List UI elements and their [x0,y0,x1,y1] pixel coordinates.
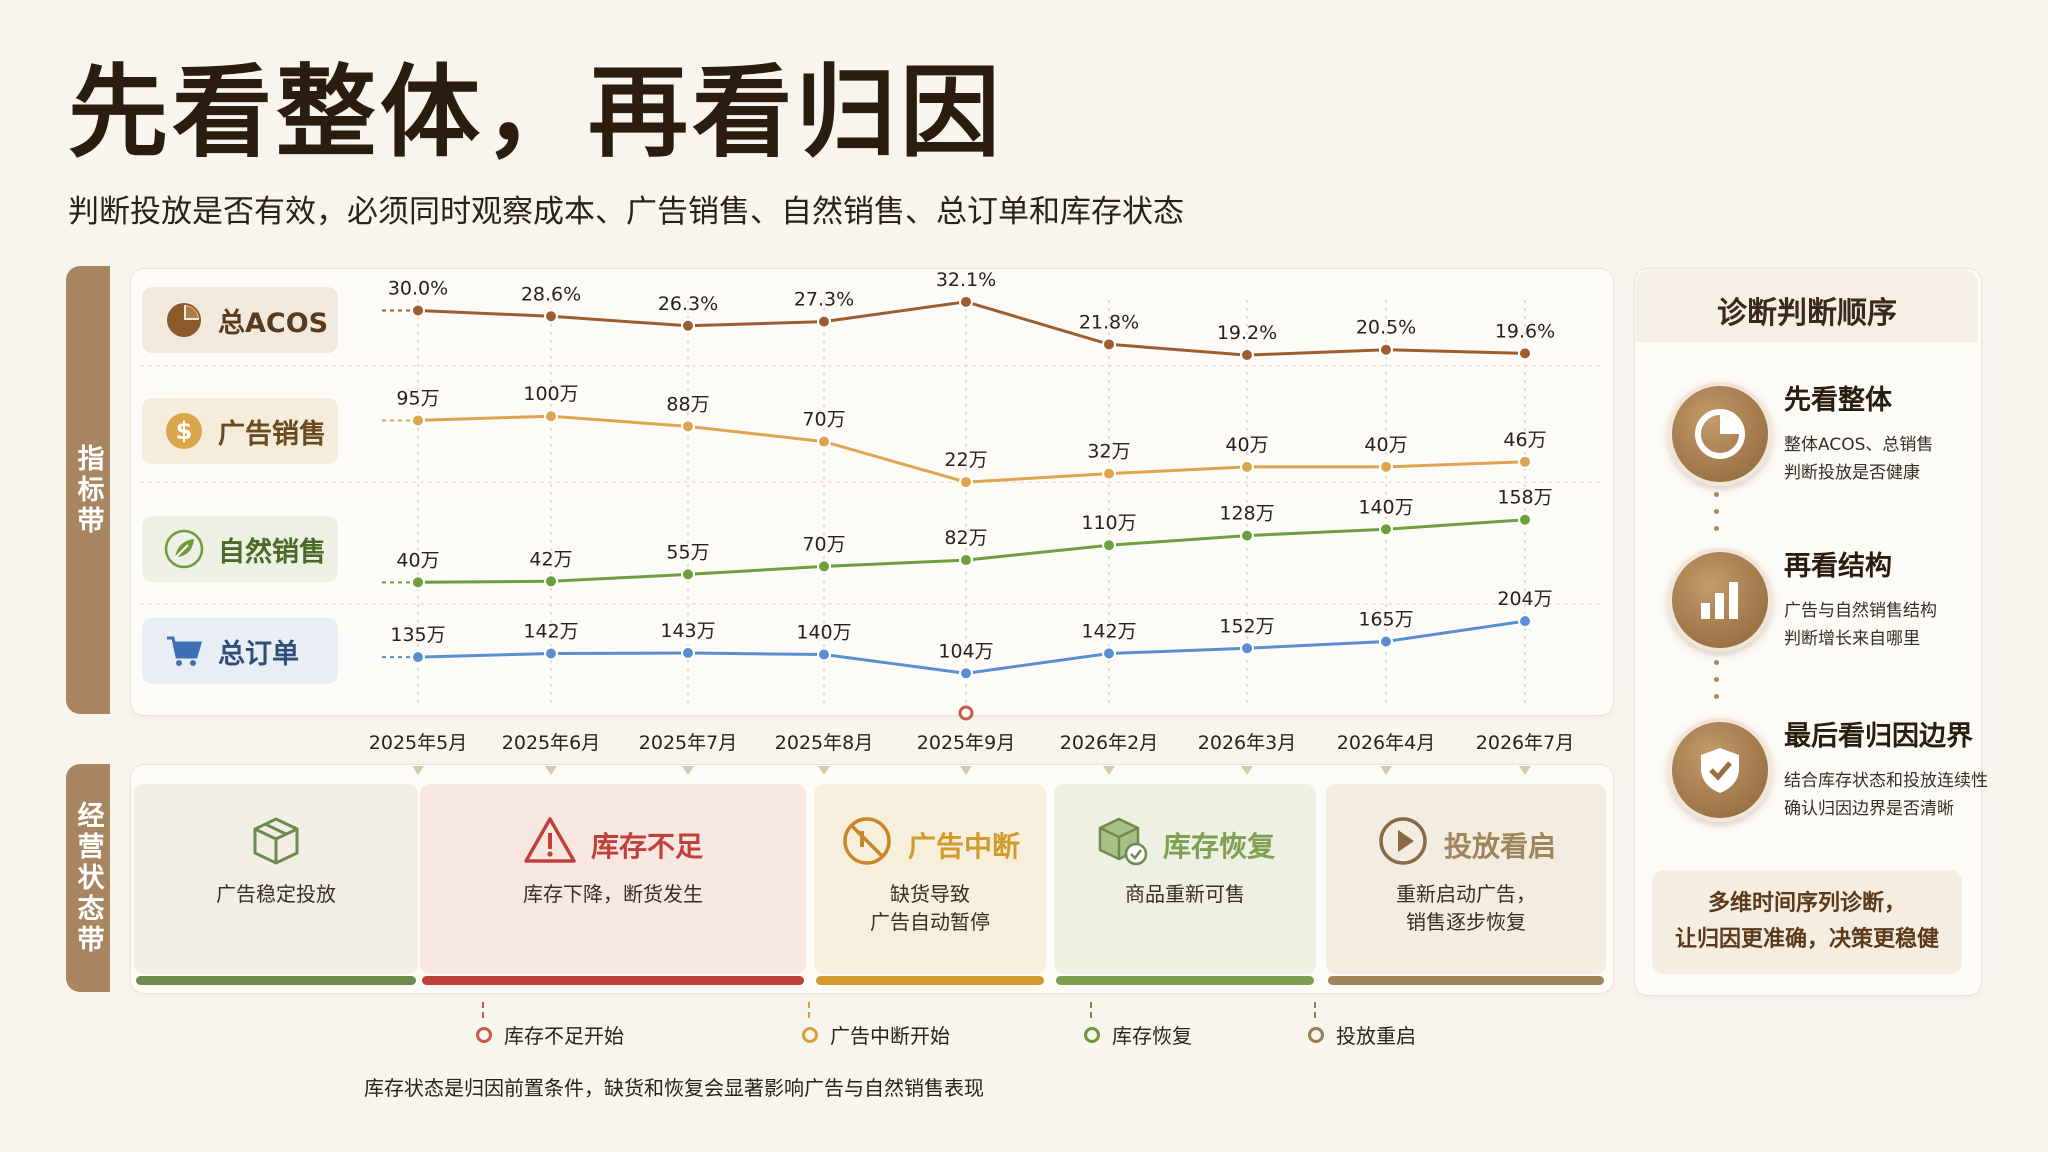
metric-label-organic-sales: 自然销售 [142,516,338,582]
step-overall: 先看整体 整体ACOS、总销售 判断投放是否健康 [1668,382,1933,486]
ring-marker-icon [1308,1026,1324,1043]
x-tick-label: 2026年2月 [1059,732,1159,754]
state-bar-0 [136,976,416,985]
event-ad-pause-start: 广告中断开始 [802,1002,950,1049]
ring-marker-icon [802,1026,818,1043]
x-tick-label: 2026年7月 [1475,732,1575,754]
x-tick-label: 2026年3月 [1197,732,1297,754]
page-title: 先看整体，再看归因 [68,54,1004,171]
metrics-band-label: 指标带 [66,266,110,714]
metric-label-orders: 总订单 [142,618,338,684]
event-stockout-start: 库存不足开始 [476,1002,624,1049]
play-icon [1376,814,1430,875]
shield-check-icon [1668,718,1772,822]
pause-icon [840,814,894,875]
footnote: 库存状态是归因前置条件，缺货和恢复会显著影响广告与自然销售表现 [364,1076,984,1100]
state-title: 库存不足 [590,829,703,863]
tick-arrow [1519,766,1531,775]
state-card-4: 投放看启重新启动广告， 销售逐步恢复 [1326,784,1606,974]
ops-band-label: 经营状态带 [66,764,110,992]
tick-arrow [1103,766,1115,775]
tick-arrow [1241,766,1253,775]
state-title: 投放看启 [1443,829,1556,863]
warning-icon [523,814,577,875]
dollar-icon: $ [164,411,204,451]
step-structure: 再看结构 广告与自然销售结构 判断增长来自哪里 [1668,548,1937,652]
event-stock-restore: 库存恢复 [1084,1002,1192,1049]
diagnosis-title: 诊断判断顺序 [1717,296,1897,331]
ring-marker-icon [1084,1026,1100,1043]
state-desc: 库存下降，断货发生 [523,882,703,906]
box-check-icon [1095,814,1149,875]
state-bar-1 [422,976,804,985]
state-desc: 重新启动广告， 销售逐步恢复 [1396,882,1536,934]
metric-label-ad-sales: $ 广告销售 [142,398,338,464]
pie-icon [1668,382,1772,486]
tick-arrow [960,766,972,775]
state-desc: 缺货导致 广告自动暂停 [870,882,990,934]
state-bar-4 [1328,976,1604,985]
tick-arrow [412,766,424,775]
box-icon [249,814,303,875]
metric-label-acos: 总ACOS [142,287,338,353]
x-tick-label: 2025年7月 [638,732,738,754]
event-ad-restart: 投放重启 [1308,1002,1416,1049]
tick-arrow [545,766,557,775]
step-attribution: 最后看归因边界 结合库存状态和投放连续性 确认归因边界是否清晰 [1668,718,1988,822]
tick-arrow [682,766,694,775]
chart-panel [130,268,1614,716]
page-subtitle: 判断投放是否有效，必须同时观察成本、广告销售、自然销售、总订单和库存状态 [68,194,1184,230]
state-card-0: 广告稳定投放 [134,784,418,974]
x-tick-label: 2025年8月 [774,732,874,754]
pie-icon [164,300,204,340]
state-desc: 广告稳定投放 [216,882,336,906]
diagnosis-panel-header [1636,270,1978,342]
x-tick-label: 2025年6月 [501,732,601,754]
x-tick-label: 2025年9月 [916,732,1016,754]
svg-text:$: $ [176,417,193,445]
leaf-icon [164,529,204,569]
state-bar-3 [1056,976,1314,985]
state-card-2: 广告中断缺货导致 广告自动暂停 [814,784,1046,974]
tick-arrow [818,766,830,775]
state-title: 广告中断 [907,829,1020,863]
state-title: 库存恢复 [1162,829,1275,863]
state-card-1: 库存不足库存下降，断货发生 [420,784,806,974]
ring-marker-icon [476,1026,492,1043]
cart-icon [164,631,204,671]
x-tick-label: 2025年5月 [368,732,468,754]
x-tick-label: 2026年4月 [1336,732,1436,754]
summary-box: 多维时间序列诊断， 让归因更准确，决策更稳健 [1652,870,1962,974]
state-desc: 商品重新可售 [1125,882,1245,906]
state-card-3: 库存恢复商品重新可售 [1054,784,1316,974]
bar-chart-icon [1668,548,1772,652]
tick-arrow [1380,766,1392,775]
state-bar-2 [816,976,1044,985]
